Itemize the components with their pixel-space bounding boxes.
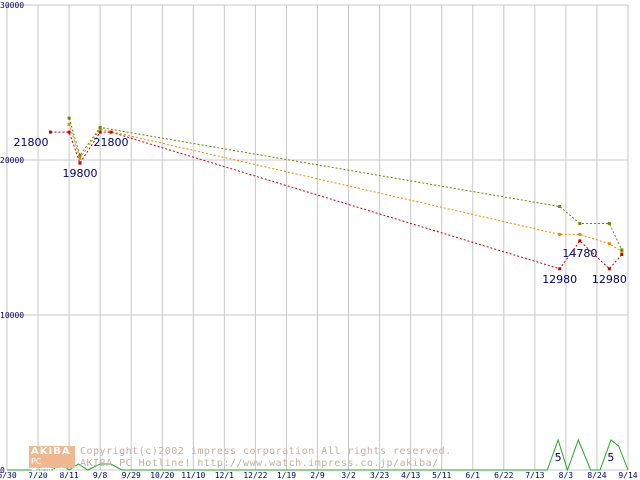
data-label: 12980 [592, 273, 627, 286]
y-tick-label: 20000 [0, 156, 24, 165]
avg-price-point [620, 249, 624, 253]
x-tick-label: 3/23 [370, 471, 389, 480]
x-axis-ticks: 6/30 7/20 8/11 9/8 9/29 10/20 11/10 12/1 12/22 1/… [0, 471, 638, 480]
site-url-line: AKIBA PC Hotline! http://www.watch.impre… [80, 458, 439, 469]
y-axis-ticks: 0 10000 20000 30000 [0, 1, 24, 475]
x-tick-label: 5/11 [432, 471, 451, 480]
min-price-line [50, 131, 623, 270]
data-label: 21800 [94, 136, 129, 149]
avg-price-point [558, 232, 562, 236]
avg-price-point [67, 122, 71, 126]
x-tick-label: 3/2 [341, 471, 356, 480]
x-tick-label: 11/10 [181, 471, 205, 480]
max-price-point [607, 222, 611, 226]
max-price-point [620, 248, 624, 252]
max-price-point [558, 205, 562, 208]
max-price-point [78, 153, 82, 157]
data-label: 12980 [542, 273, 577, 286]
x-tick-label: 7/13 [525, 471, 544, 480]
x-tick-label: 4/13 [401, 471, 420, 480]
max-price-point [98, 125, 102, 129]
min-price-point [78, 161, 82, 165]
min-price-point [48, 130, 52, 134]
x-tick-label: 6/1 [466, 471, 481, 480]
copyright-line: Copyright(c)2002 impress corporation All… [80, 446, 452, 457]
avg-price-line [68, 124, 623, 252]
shop-count-label: 5 [607, 451, 614, 464]
y-tick-label: 0 [0, 466, 5, 475]
x-tick-label: 7/20 [28, 471, 47, 480]
x-tick-label: 12/1 [215, 471, 234, 480]
min-price-point [578, 239, 582, 243]
data-label: 19800 [62, 167, 97, 180]
price-series [48, 116, 624, 271]
x-tick-label: 8/11 [59, 471, 78, 480]
min-price-point [558, 267, 562, 271]
chart-grid [6, 4, 629, 471]
x-tick-label: 1/19 [277, 471, 296, 480]
avg-price-point [578, 232, 582, 236]
x-tick-label: 12/22 [243, 471, 267, 480]
x-tick-label: 6/22 [494, 471, 513, 480]
data-label: 21800 [13, 136, 48, 149]
x-tick-label: 8/3 [559, 471, 574, 480]
x-tick-label: 10/20 [150, 471, 174, 480]
x-tick-label: 8/24 [587, 471, 606, 480]
data-label: 14780 [562, 247, 597, 260]
x-tick-label: 2/9 [310, 471, 325, 480]
y-tick-label: 10000 [0, 311, 24, 320]
shop-count-line [7, 438, 629, 472]
logo-top-text: AKIBA [31, 446, 71, 457]
min-price-point [620, 253, 624, 257]
max-price-point [578, 222, 582, 226]
avg-price-point [607, 242, 611, 246]
x-tick-label: 9/8 [93, 471, 108, 480]
x-tick-label: 9/14 [618, 471, 637, 480]
logo-bottom-text: PC Hotline! [31, 457, 63, 475]
min-price-point [98, 130, 102, 134]
min-price-point [109, 130, 113, 134]
data-labels: 21800 19800 21800 14780 12980 12980 [13, 136, 626, 286]
shop-count-label: 5 [555, 451, 562, 464]
min-price-point [67, 130, 71, 134]
x-tick-label: 9/29 [122, 471, 141, 480]
akiba-logo: AKIBA PC Hotline! [29, 446, 75, 475]
y-tick-label: 30000 [0, 1, 24, 10]
max-price-point [67, 116, 71, 120]
avg-price-point [98, 127, 102, 131]
avg-price-point [78, 156, 82, 160]
x-tick-label: 6/30 [0, 471, 17, 480]
min-price-point [607, 267, 611, 271]
